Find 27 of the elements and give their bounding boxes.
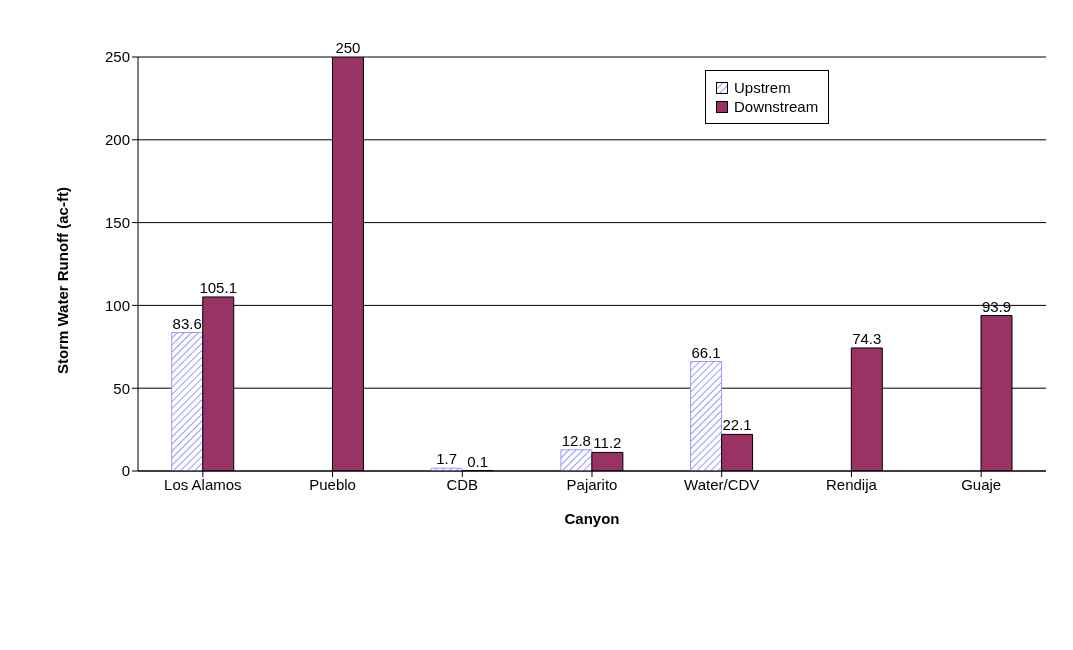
y-tick-label: 150: [104, 213, 130, 231]
y-axis-title: Storm Water Runoff (ac-ft): [54, 187, 72, 374]
x-tick-label: Los Alamos: [164, 475, 242, 493]
y-tick-label: 250: [104, 48, 130, 66]
data-label: 11.2: [593, 434, 622, 452]
data-label: 105.1: [199, 278, 237, 296]
data-label: 12.8: [561, 431, 591, 449]
x-axis-title: Canyon: [564, 510, 620, 527]
x-tick-label: Guaje: [961, 475, 1002, 493]
legend-label: Upstrem: [734, 79, 791, 96]
data-label: 66.1: [691, 343, 721, 361]
data-label: 83.6: [172, 314, 202, 332]
y-tick-label: 200: [104, 131, 130, 149]
y-tick-label: 50: [113, 379, 130, 397]
data-label: 250: [335, 39, 361, 56]
y-tick-label: 100: [104, 296, 130, 314]
x-tick-label: Pajarito: [566, 475, 618, 493]
legend-label: Downstream: [734, 98, 819, 115]
x-tick-label: Rendija: [825, 475, 878, 493]
data-label: 1.7: [436, 450, 458, 468]
x-tick-label: Water/CDV: [684, 475, 760, 493]
x-tick-label: CDB: [446, 475, 479, 493]
data-label: 0.1: [467, 452, 489, 470]
data-label: 22.1: [722, 416, 752, 434]
x-tick-label: Pueblo: [309, 475, 356, 493]
data-label: 74.3: [852, 329, 882, 347]
y-tick-label: 0: [121, 462, 130, 480]
